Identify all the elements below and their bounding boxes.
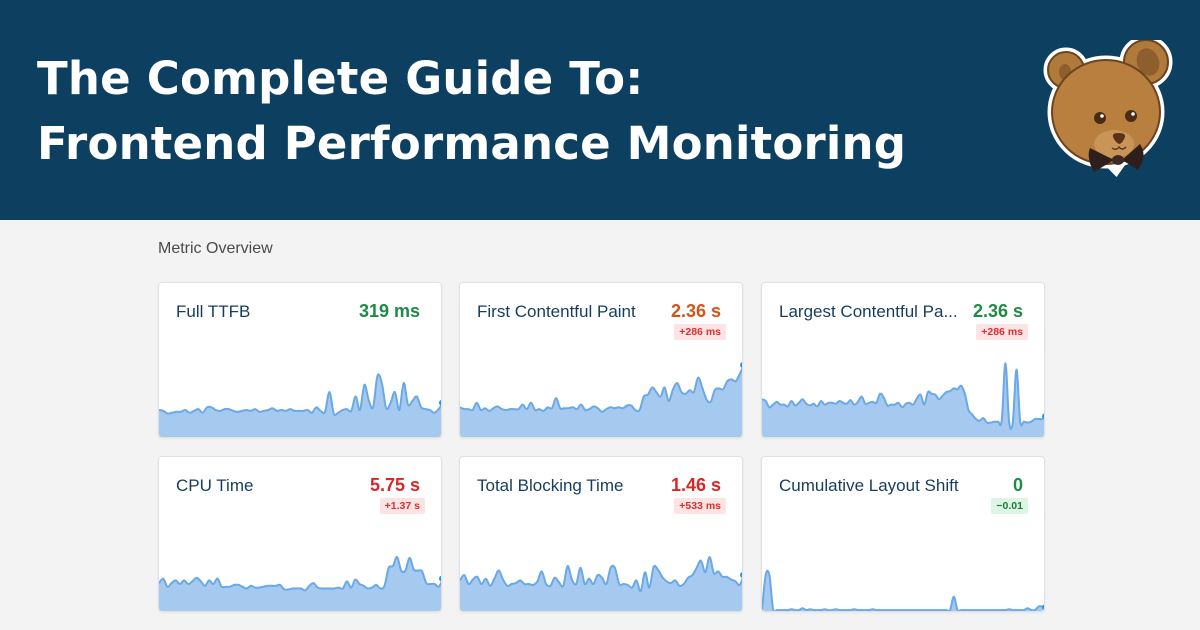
hero-title-line2: Frontend Performance Monitoring	[37, 117, 907, 170]
metric-card-total-blocking-time[interactable]: Total Blocking Time 1.46 s +533 ms	[459, 456, 743, 612]
sparkline-area	[762, 363, 1044, 437]
metric-value: 2.36 s	[668, 301, 721, 322]
sparkline-line	[762, 569, 1044, 611]
hero-title: The Complete Guide To: Frontend Performa…	[37, 46, 906, 176]
metric-name: Total Blocking Time	[477, 476, 624, 495]
metric-delta-badge: −0.01	[991, 498, 1028, 514]
metric-value: 5.75 s	[367, 475, 420, 496]
metric-name: First Contentful Paint	[477, 302, 636, 321]
metric-value: 1.46 s	[668, 475, 721, 496]
metric-delta-badge: +1.37 s	[379, 498, 425, 514]
sparkline-area	[159, 374, 441, 437]
metric-name: CPU Time	[176, 476, 254, 495]
sparkline-chart	[762, 362, 1044, 437]
sparkline-area	[159, 556, 441, 611]
sparkline-chart	[460, 362, 742, 437]
metric-value: 2.36 s	[970, 301, 1023, 322]
sparkline-line	[460, 366, 742, 413]
sparkline-chart	[159, 555, 441, 611]
metric-card-largest-contentful-paint[interactable]: Largest Contentful Pa... 2.36 s +286 ms	[761, 282, 1045, 438]
sparkline-line	[460, 555, 742, 593]
sparkline-area	[460, 556, 742, 611]
sparkline-line	[159, 373, 441, 416]
metric-delta-badge: +533 ms	[674, 498, 726, 514]
hero-banner: The Complete Guide To: Frontend Performa…	[0, 0, 1200, 220]
metric-overview-panel: Metric Overview Full TTFB 319 ms First C…	[0, 220, 1200, 630]
sparkline-chart	[159, 373, 441, 437]
sparkline-latest-point	[439, 399, 441, 406]
sparkline-chart	[762, 569, 1044, 611]
metric-card-full-ttfb[interactable]: Full TTFB 319 ms	[158, 282, 442, 438]
sparkline-area	[762, 570, 1044, 611]
section-title: Metric Overview	[158, 240, 273, 257]
sparkline-latest-point	[439, 575, 441, 582]
sparkline-latest-point	[740, 572, 742, 578]
metric-card-cpu-time[interactable]: CPU Time 5.75 s +1.37 s	[158, 456, 442, 612]
metric-card-first-contentful-paint[interactable]: First Contentful Paint 2.36 s +286 ms	[459, 282, 743, 438]
metric-delta-badge: +286 ms	[674, 324, 726, 340]
metric-delta-badge: +286 ms	[976, 324, 1028, 340]
hero-title-line1: The Complete Guide To:	[37, 52, 644, 105]
metric-value: 319 ms	[356, 301, 420, 322]
metric-value: 0	[1010, 475, 1023, 496]
sparkline-line	[159, 555, 441, 592]
bear-mascot-icon	[1043, 40, 1173, 177]
metric-name: Full TTFB	[176, 302, 251, 321]
sparkline-chart	[460, 555, 742, 611]
sparkline-area	[460, 369, 742, 437]
metric-card-cumulative-layout-shift[interactable]: Cumulative Layout Shift 0 −0.01	[761, 456, 1045, 612]
sparkline-latest-point	[740, 362, 742, 368]
metric-name: Cumulative Layout Shift	[779, 476, 959, 495]
sparkline-latest-point	[1042, 604, 1044, 611]
sparkline-latest-point	[1042, 413, 1044, 420]
sparkline-line	[762, 362, 1044, 431]
metric-name: Largest Contentful Pa...	[779, 302, 958, 321]
